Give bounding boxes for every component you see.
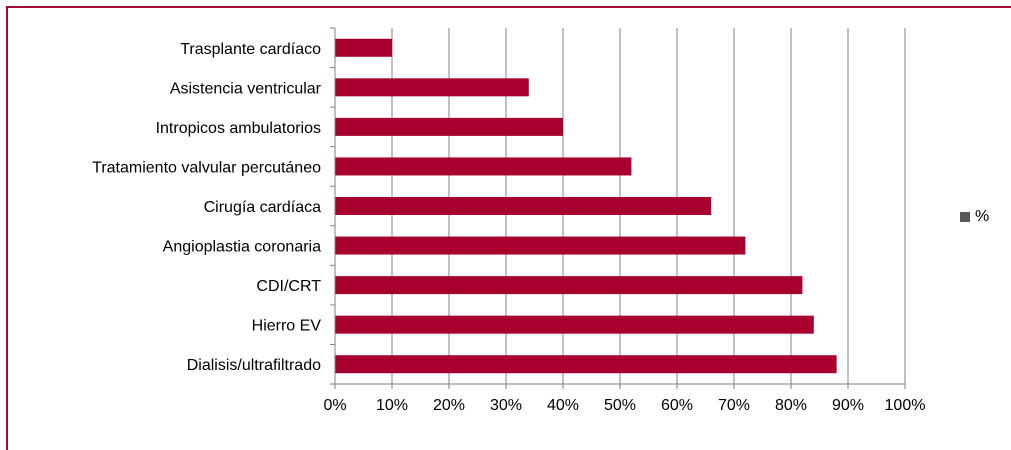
bar (335, 236, 746, 255)
category-labels: Trasplante cardíaco Asistencia ventricula… (92, 41, 322, 374)
bar (335, 197, 712, 215)
category-label: Intropicos ambulatorios (156, 120, 321, 137)
bars (335, 38, 837, 374)
chart-frame-left-border (6, 6, 8, 450)
x-tick-label: 10% (376, 397, 408, 414)
x-tick-label: 20% (433, 397, 465, 414)
category-label: Cirugía cardíaca (204, 199, 321, 216)
x-tick-labels: 0% 10% 20% 30% 40% 50% 60% 70% 80% 90% 100% (323, 397, 925, 414)
x-tick-label: 90% (832, 397, 864, 414)
bar (335, 157, 632, 176)
x-tick-label: 70% (718, 397, 750, 414)
bar (335, 117, 563, 136)
category-label: Angioplastia coronaria (163, 239, 321, 256)
legend: % (960, 208, 989, 226)
legend-swatch (960, 212, 970, 222)
category-label: Tratamiento valvular percutáneo (92, 159, 321, 176)
x-tick-label: 30% (490, 397, 522, 414)
bar (335, 38, 392, 57)
chart-frame-top-border (6, 6, 1011, 8)
category-label: Dialisis/ultrafiltrado (187, 357, 321, 374)
category-label: Trasplante cardíaco (180, 41, 321, 58)
x-tick-label: 40% (547, 397, 579, 414)
x-tick-label: 0% (323, 397, 346, 414)
bar (335, 355, 837, 374)
x-tick-label: 50% (604, 397, 636, 414)
category-label: Asistencia ventricular (170, 80, 322, 97)
category-label: Hierro EV (252, 318, 322, 335)
axes (330, 27, 906, 389)
bar (335, 78, 529, 97)
bar (335, 315, 814, 334)
category-label: CDI/CRT (256, 278, 321, 295)
bar (335, 276, 803, 295)
legend-label: % (975, 208, 990, 225)
x-tick-label: 80% (775, 397, 807, 414)
x-tick-label: 100% (885, 397, 926, 414)
x-tick-label: 60% (661, 397, 693, 414)
